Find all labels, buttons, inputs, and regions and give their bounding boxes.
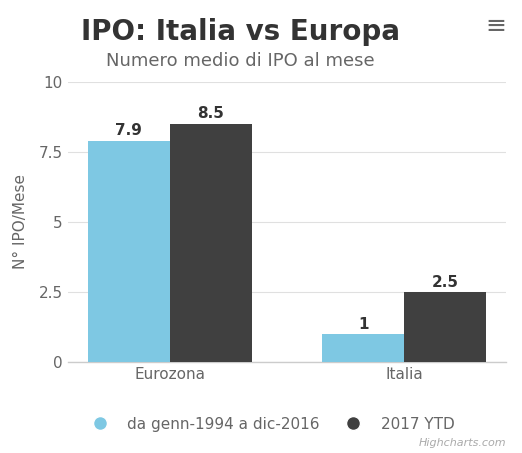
Bar (322, 334, 405, 362)
Text: 7.9: 7.9 (115, 123, 143, 138)
Y-axis label: N° IPO/Mese: N° IPO/Mese (13, 174, 28, 270)
Text: Numero medio di IPO al mese: Numero medio di IPO al mese (106, 52, 374, 70)
Text: Highcharts.com: Highcharts.com (419, 439, 506, 448)
Bar (170, 124, 252, 362)
Text: 1: 1 (358, 317, 369, 332)
Bar (88, 140, 170, 362)
Text: 2.5: 2.5 (432, 275, 459, 290)
Text: ≡: ≡ (485, 14, 506, 38)
Text: IPO: Italia vs Europa: IPO: Italia vs Europa (80, 18, 400, 46)
Bar (405, 292, 487, 362)
Text: 8.5: 8.5 (197, 106, 224, 121)
Legend: da genn-1994 a dic-2016, 2017 YTD: da genn-1994 a dic-2016, 2017 YTD (80, 412, 459, 436)
